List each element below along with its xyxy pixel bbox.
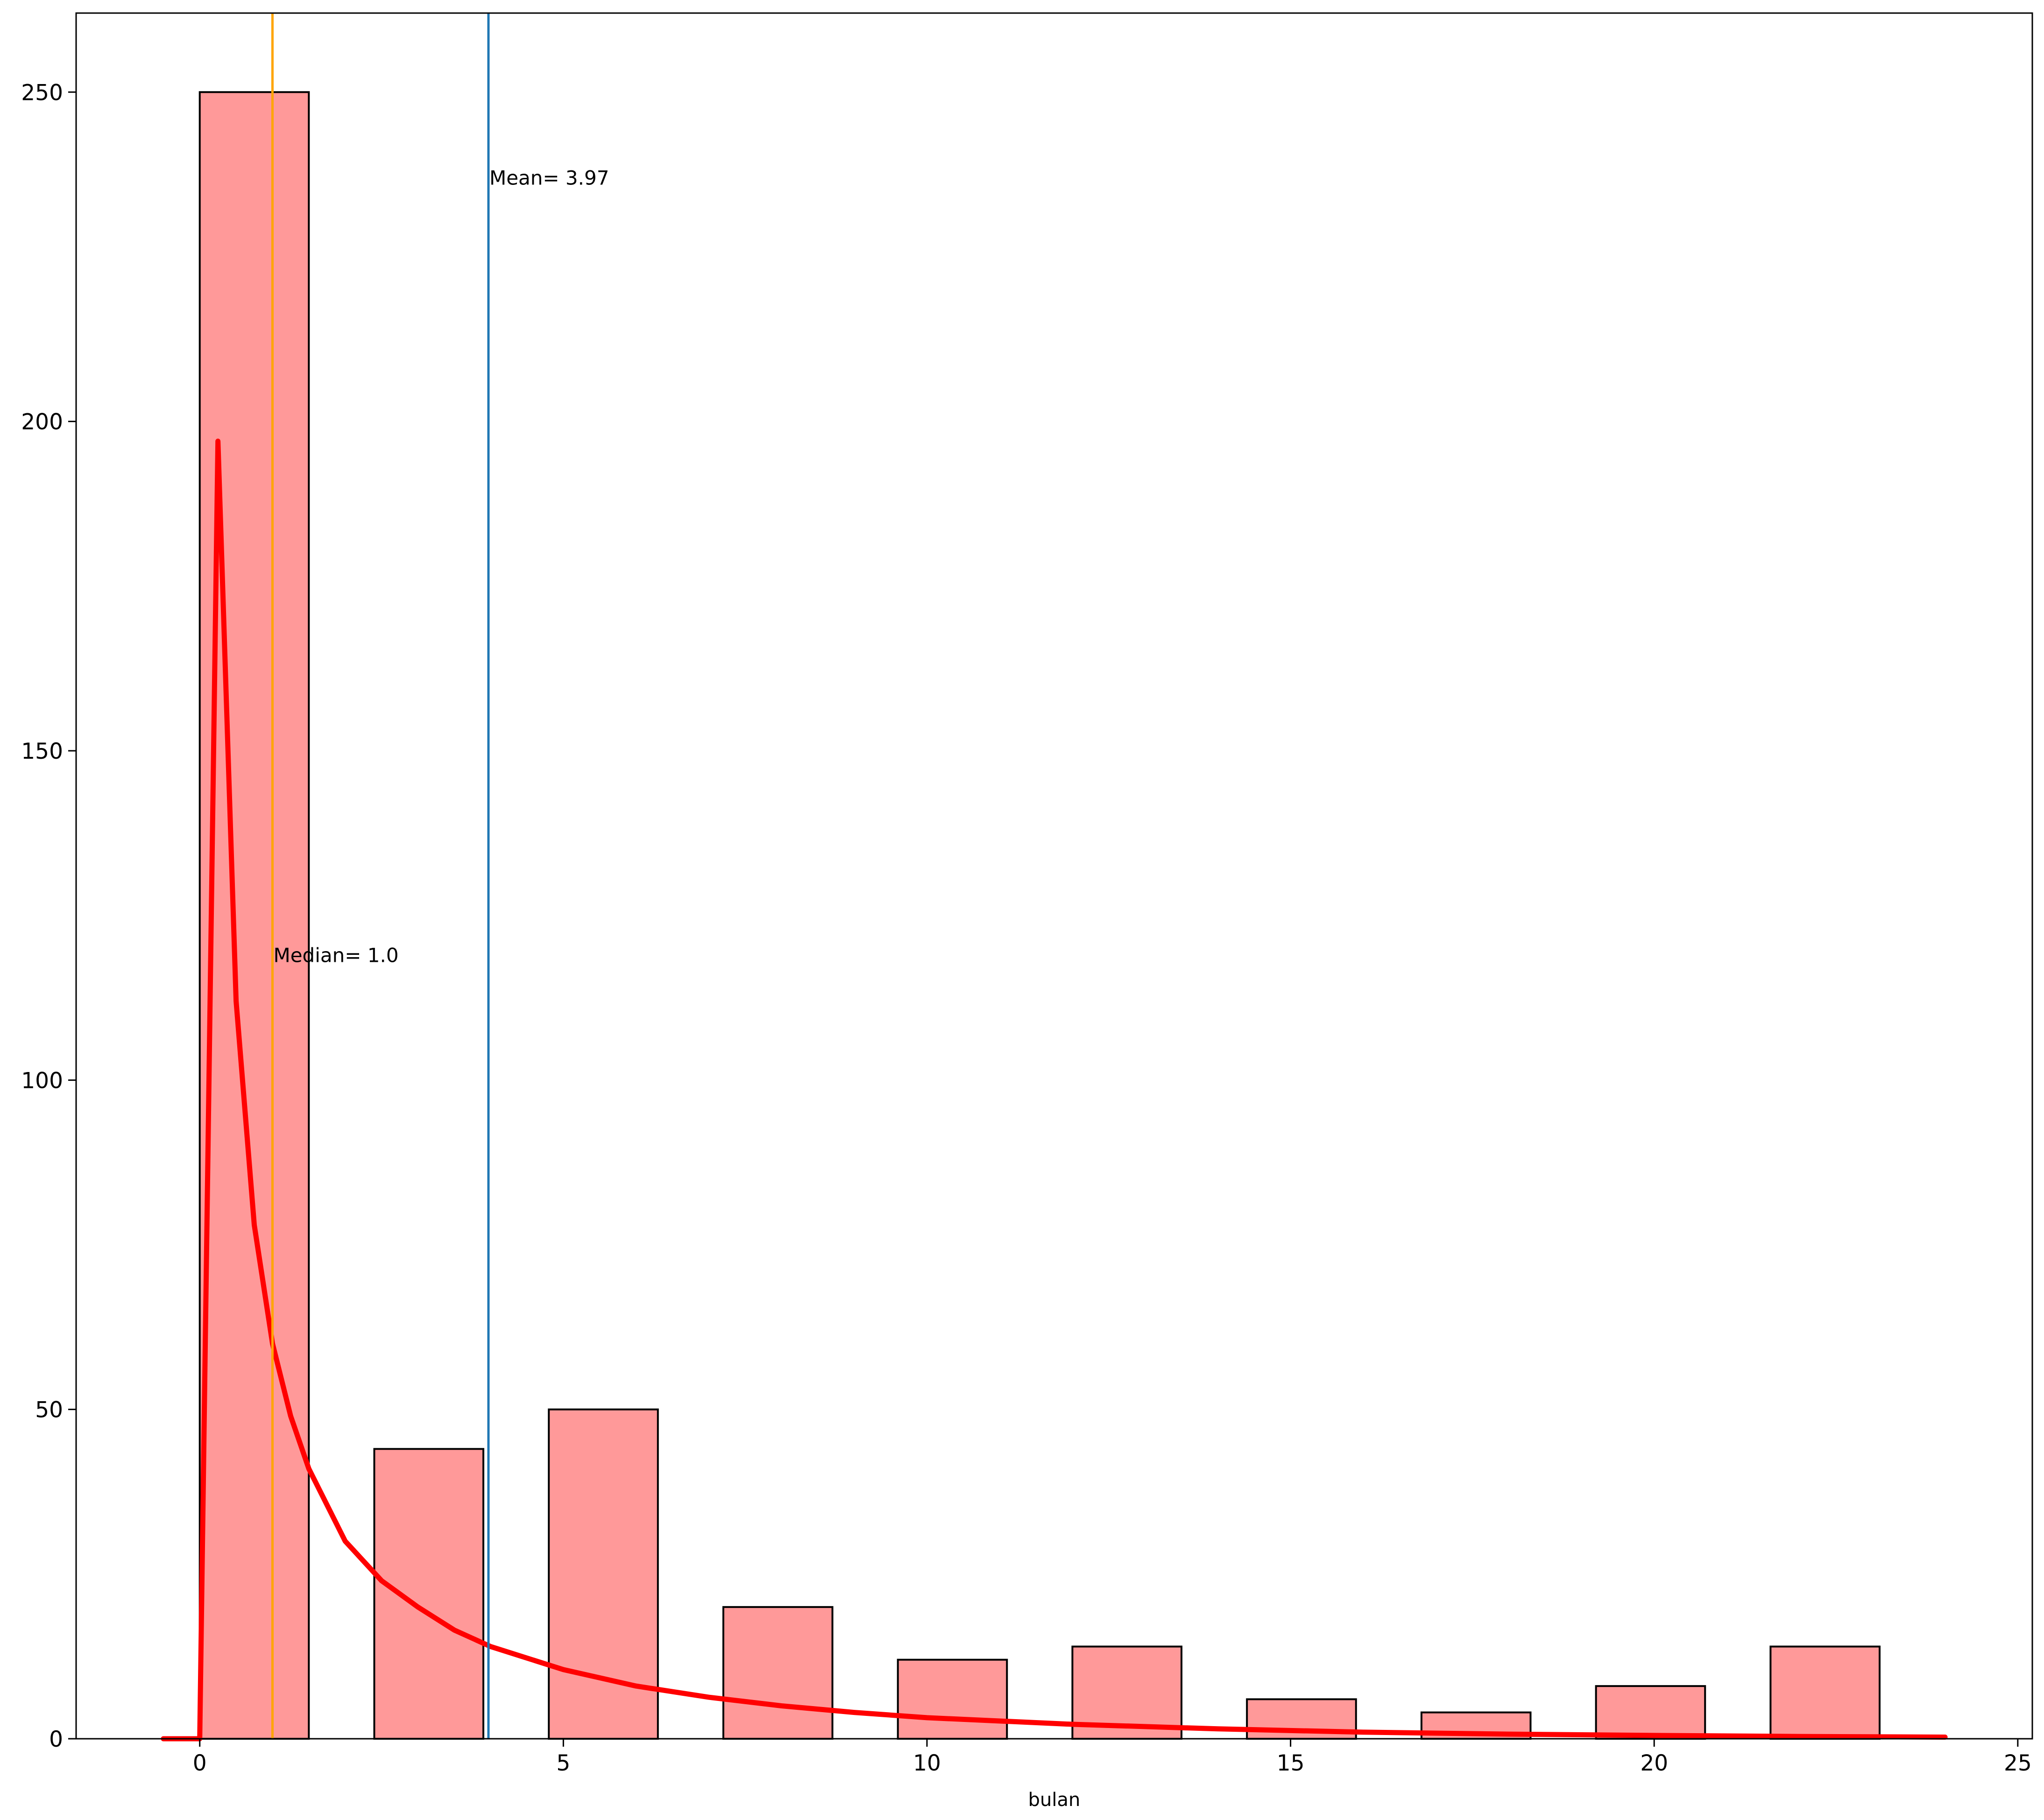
x-tick-label: 20 (1640, 1750, 1668, 1776)
histogram-bar-0 (198, 91, 310, 1740)
histogram-bar-1 (373, 1448, 485, 1740)
y-tick-label: 100 (21, 1068, 63, 1093)
density-curve (161, 438, 1948, 1742)
y-tick-label: 0 (49, 1727, 63, 1752)
y-tick-label: 50 (35, 1397, 63, 1423)
histogram-bar-3 (722, 1606, 834, 1740)
y-tick-label: 150 (21, 739, 63, 764)
curve-layer (161, 438, 1948, 1742)
reference-lines-layer: Median= 1.0 Mean= 3.97 (271, 13, 609, 1739)
y-axis-ticks: 0 50 100 150 200 250 (21, 80, 76, 1752)
x-axis-label: bulan (1028, 1789, 1081, 1811)
x-tick-label: 15 (1277, 1750, 1305, 1776)
x-tick-label: 5 (556, 1750, 570, 1776)
x-axis-ticks: 0 5 10 15 20 25 (193, 1739, 2032, 1776)
plot-area-frame (75, 12, 2033, 1740)
histogram-bar-8 (1595, 1685, 1706, 1740)
mean-annotation: Mean= 3.97 (489, 167, 609, 190)
x-tick-label: 10 (913, 1750, 941, 1776)
median-annotation: Median= 1.0 (273, 944, 398, 966)
y-tick-label: 250 (21, 80, 63, 106)
histogram-bar-2 (548, 1408, 659, 1740)
x-tick-label: 25 (2004, 1750, 2032, 1776)
histogram-bar-9 (1769, 1645, 1881, 1740)
histogram-bar-4 (897, 1658, 1008, 1740)
x-tick-label: 0 (193, 1750, 207, 1776)
y-tick-label: 200 (21, 409, 63, 435)
bars-layer (198, 91, 1881, 1740)
